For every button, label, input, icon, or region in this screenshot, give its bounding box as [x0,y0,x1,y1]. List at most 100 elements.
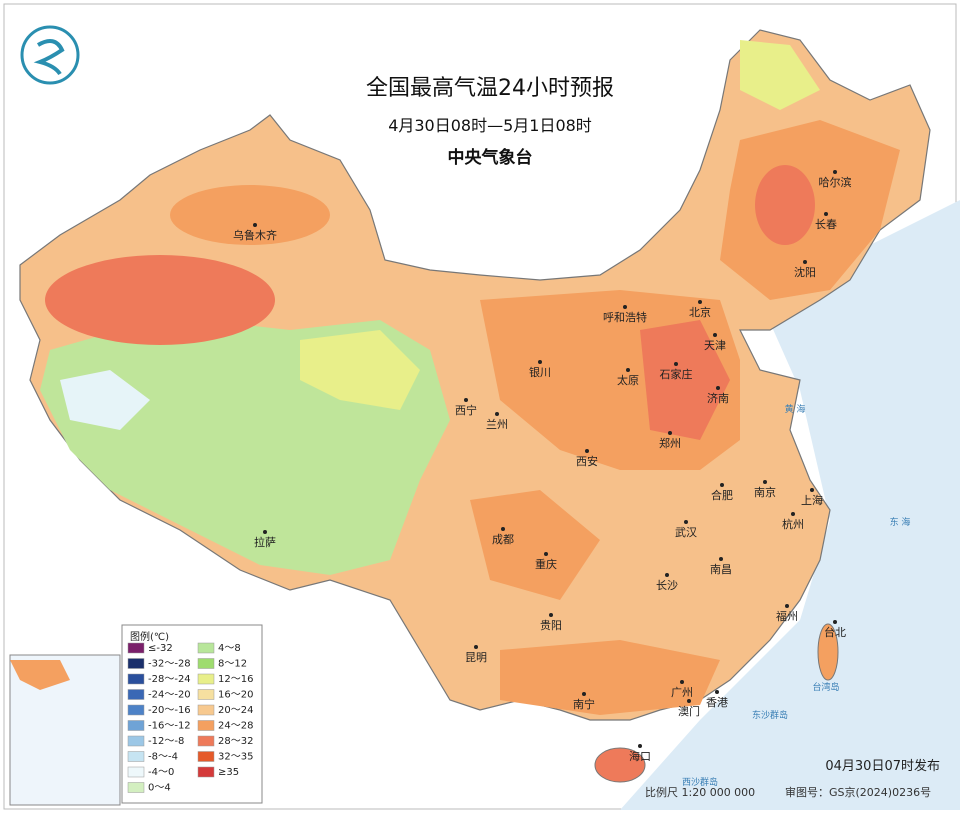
city-dot [680,680,684,684]
legend-swatch [127,782,145,793]
qaidam-region [300,330,420,410]
city-label: 石家庄 [660,367,693,381]
legend-swatch [197,658,215,669]
legend-swatch [197,720,215,731]
city-dot [474,645,478,649]
legend-label: -16～-12 [148,721,191,732]
taiwan [817,623,839,681]
city-label: 海口 [629,749,651,763]
city-dot [495,412,499,416]
city-dot [763,480,767,484]
city-label: 拉萨 [254,535,276,549]
legend-swatch [197,751,215,762]
legend-swatch [127,673,145,685]
city-dot [638,744,642,748]
agency: 中央气象台 [448,147,533,168]
city-dot [549,613,553,617]
city-dot [687,699,691,703]
city-label: 澳门 [678,704,700,718]
issue-time: 04月30日07时发布 [825,758,940,774]
scale: 比例尺 1:20 000 000 [645,785,755,799]
logo-mark [33,39,65,76]
sea-label: 黄 海 [785,403,806,415]
legend-swatch [197,735,215,747]
city-dot [684,520,688,524]
city-label: 合肥 [711,488,733,502]
legend-label: 28～32 [218,736,253,747]
city-dot [716,386,720,390]
city-label: 南宁 [573,697,595,711]
hainan [594,747,646,783]
legend-title: 图例(℃) [130,630,169,643]
city-dot [833,170,837,174]
city-label: 南京 [754,485,776,499]
city-dot [665,573,669,577]
city-dot [544,552,548,556]
city-dot [674,362,678,366]
city-label: 哈尔滨 [819,175,852,189]
legend-label: ≤-32 [148,643,173,654]
city-dot [803,260,807,264]
sichuan-warm [470,490,600,600]
legend-box [121,624,263,804]
sea-label: 东沙群岛 [752,709,788,721]
city-dot [810,488,814,492]
city-label: 台北 [824,625,846,639]
legend-label: ≥35 [218,767,239,778]
city-label: 杭州 [782,517,804,531]
city-label: 长春 [815,218,837,231]
legend-label: 32～35 [218,752,253,763]
city-dot [715,690,719,694]
city-dot [791,512,795,516]
city-label: 香港 [706,696,728,709]
city-dot [538,360,542,364]
city-label: 福州 [776,609,798,623]
city-dot [698,300,702,304]
city-label: 长沙 [656,579,678,592]
far-north [740,40,820,110]
legend-label: 24～28 [218,721,253,732]
city-dot [824,212,828,216]
city-label: 太原 [617,374,639,387]
legend-label: -8～-4 [148,752,178,763]
city-dot [623,305,627,309]
city-dot [582,692,586,696]
legend-label: 8～12 [218,659,247,670]
legend-swatch [127,642,145,654]
legend-swatch [127,751,145,762]
city-dot [263,530,267,534]
legend-swatch [127,658,145,669]
legend-label: 16～20 [218,690,253,701]
city-label: 西安 [576,454,598,468]
sea-label: 西沙群岛 [682,776,718,788]
city-label: 上海 [801,493,823,507]
city-dot [713,333,717,337]
city-label: 天津 [704,339,726,352]
city-dot [464,398,468,402]
sea-label: 东 海 [890,516,911,528]
city-label: 兰州 [486,418,508,431]
city-label: 武汉 [675,526,697,539]
legend-label: 12～16 [218,674,253,685]
city-label: 郑州 [659,436,681,450]
legend-label: 4～8 [218,643,241,654]
city-label: 沈阳 [794,265,816,279]
legend-swatch [127,704,145,716]
legend-label: -12～-8 [148,736,184,747]
legend-swatch [197,766,215,778]
city-label: 重庆 [535,557,557,571]
sea-label: 台湾岛 [812,681,839,693]
city-dot [668,431,672,435]
city-dot [833,620,837,624]
legend-label: 0～4 [148,783,171,794]
city-dot [253,223,257,227]
legend-label: 20～24 [218,705,253,716]
legend-swatch [127,735,145,747]
city-dot [501,527,505,531]
legend-swatch [197,689,215,700]
title: 全国最高气温24小时预报 [366,76,614,101]
north-xinjiang [170,185,330,245]
approval: 审图号：GS京(2024)0236号 [785,785,931,799]
cold-region [60,370,150,430]
